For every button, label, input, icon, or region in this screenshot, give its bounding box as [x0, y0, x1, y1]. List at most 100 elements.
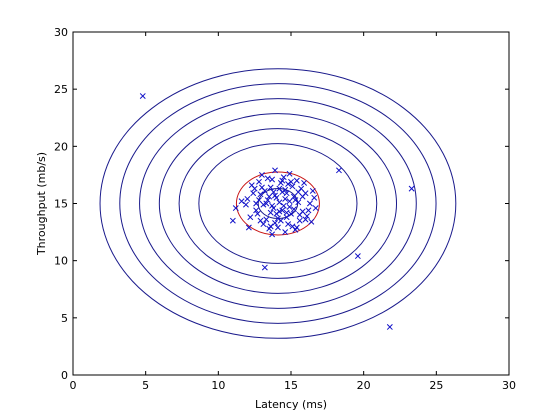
data-point — [254, 210, 261, 217]
data-point — [253, 207, 260, 214]
data-point — [290, 206, 297, 213]
data-point — [285, 221, 292, 228]
data-point — [266, 193, 273, 200]
data-point — [274, 224, 281, 231]
data-point — [282, 229, 289, 236]
data-point — [250, 190, 257, 197]
data-point — [305, 207, 312, 214]
data-point — [276, 199, 283, 206]
data-point — [293, 224, 300, 231]
data-point — [288, 178, 294, 185]
data-point — [238, 198, 245, 205]
x-tick-label: 0 — [70, 379, 77, 392]
y-axis-label: Throughput (mb/s) — [35, 152, 48, 256]
data-point — [301, 179, 308, 186]
x-tick-label: 20 — [357, 379, 371, 392]
y-tick-label: 0 — [61, 369, 68, 382]
data-point — [308, 218, 315, 225]
data-point — [248, 182, 255, 189]
data-point — [354, 253, 361, 260]
data-point — [244, 195, 251, 202]
data-point — [299, 193, 306, 200]
data-point — [336, 167, 342, 174]
data-point — [296, 217, 303, 224]
data-point — [304, 213, 310, 220]
contour-ring — [99, 68, 457, 339]
data-point — [283, 209, 290, 216]
y-tick-label: 25 — [54, 83, 68, 96]
data-point — [292, 197, 299, 204]
data-point — [269, 176, 276, 183]
y-tick-label: 5 — [61, 312, 68, 325]
data-point — [269, 202, 276, 209]
data-point — [274, 215, 281, 222]
data-point — [279, 177, 286, 184]
data-point — [261, 264, 268, 271]
data-point — [408, 185, 415, 192]
data-point — [306, 200, 313, 207]
data-point — [302, 216, 309, 223]
data-point — [267, 209, 274, 216]
data-point — [286, 170, 293, 177]
highlight-ellipse — [235, 171, 320, 236]
contour-ring — [139, 98, 417, 309]
data-point — [232, 205, 239, 212]
data-point — [272, 167, 278, 174]
x-axis-ticks: 0 5 10 15 20 25 30 — [70, 32, 516, 392]
data-point — [289, 183, 296, 190]
y-axis-ticks: 0 5 10 15 20 25 30 — [54, 26, 509, 382]
data-point — [258, 171, 265, 178]
data-point — [269, 231, 276, 238]
data-point — [247, 214, 254, 221]
y-tick-label: 30 — [54, 26, 68, 39]
data-point — [280, 174, 287, 181]
contour-ring — [158, 113, 398, 294]
data-point — [270, 189, 277, 196]
data-point — [288, 210, 294, 217]
data-point — [267, 184, 274, 191]
data-point — [273, 194, 280, 201]
data-point — [139, 93, 146, 99]
data-point — [280, 202, 287, 209]
data-point — [286, 203, 293, 210]
highlight-ring — [235, 171, 320, 236]
data-point — [309, 187, 316, 194]
data-point — [264, 175, 271, 182]
data-point — [256, 197, 262, 204]
data-point — [257, 217, 264, 224]
data-point — [283, 190, 290, 197]
x-tick-label: 15 — [284, 379, 298, 392]
x-tick-label: 25 — [429, 379, 443, 392]
data-point — [296, 211, 303, 218]
data-point — [258, 184, 265, 191]
y-tick-label: 20 — [54, 140, 68, 153]
data-point — [256, 178, 262, 185]
data-point — [257, 191, 264, 198]
data-point — [242, 201, 249, 208]
data-point — [290, 193, 297, 200]
data-point — [245, 224, 252, 231]
data-point — [312, 205, 319, 212]
data-point — [311, 194, 318, 201]
data-point — [276, 208, 283, 215]
y-tick-label: 10 — [54, 255, 68, 268]
data-points — [139, 93, 415, 330]
data-point — [293, 177, 300, 184]
contour-ring — [178, 128, 378, 279]
x-axis-label: Latency (ms) — [255, 398, 327, 411]
data-point — [386, 324, 393, 330]
contour-lines — [99, 68, 457, 339]
data-point — [295, 189, 302, 196]
data-point — [283, 214, 290, 221]
x-tick-label: 5 — [142, 379, 149, 392]
data-point — [286, 198, 293, 205]
x-tick-label: 30 — [502, 379, 516, 392]
data-point — [289, 223, 296, 230]
data-point — [276, 185, 283, 192]
data-point — [267, 223, 274, 230]
data-point — [282, 195, 289, 202]
plot-area — [73, 32, 509, 375]
data-point — [263, 200, 270, 207]
data-point — [229, 217, 236, 224]
